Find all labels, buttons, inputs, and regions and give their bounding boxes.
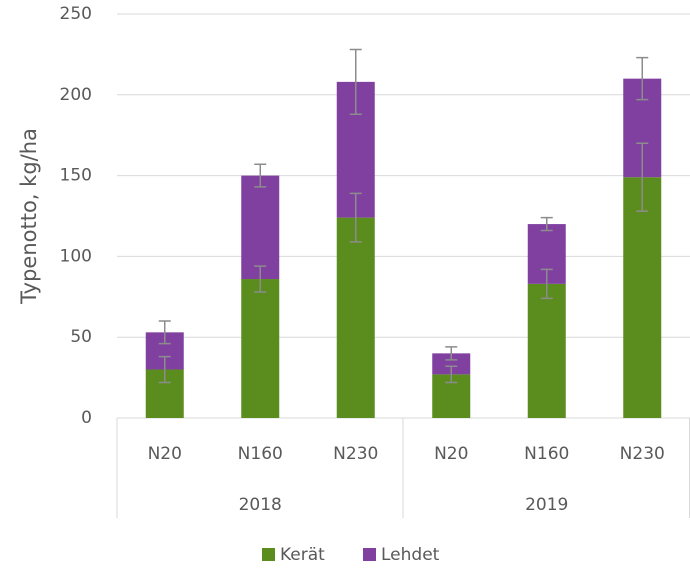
error-bar: [254, 265, 267, 293]
bar-segment: [432, 353, 471, 375]
y-tick-label: 200: [60, 85, 92, 105]
y-tick-label: 50: [70, 327, 92, 347]
error-bar: [540, 216, 553, 232]
y-axis-title: Typenotto, kg/ha: [17, 128, 41, 305]
error-bar: [540, 268, 553, 300]
x-tick-label: N230: [333, 444, 378, 464]
bar-segment: [527, 283, 566, 418]
legend-swatch: [262, 548, 275, 561]
x-tick-label: N230: [620, 444, 665, 464]
x-tick-label: N160: [238, 444, 283, 464]
error-bar: [636, 142, 649, 212]
error-bar: [349, 192, 362, 243]
error-bar: [636, 56, 649, 101]
legend-swatch: [363, 548, 376, 561]
y-tick-label: 250: [60, 4, 92, 24]
error-bar: [349, 48, 362, 115]
bar-segment: [336, 217, 375, 418]
legend-label: Kerät: [280, 545, 325, 565]
error-bar: [445, 346, 458, 361]
x-tick-label: N20: [434, 444, 468, 464]
bar-segment: [241, 279, 280, 418]
y-tick-label: 100: [60, 246, 92, 266]
error-bar: [254, 163, 267, 188]
group-label: 2018: [239, 495, 282, 515]
bar-segment: [623, 177, 662, 418]
y-tick-label: 150: [60, 166, 92, 186]
group-label: 2019: [525, 495, 568, 515]
error-bar: [445, 365, 458, 384]
error-bar: [158, 320, 171, 345]
x-tick-label: N160: [524, 444, 569, 464]
y-tick-label: 0: [81, 408, 92, 428]
x-tick-label: N20: [148, 444, 182, 464]
error-bar: [158, 355, 171, 384]
legend-label: Lehdet: [381, 545, 440, 565]
bar-segment: [241, 175, 280, 280]
